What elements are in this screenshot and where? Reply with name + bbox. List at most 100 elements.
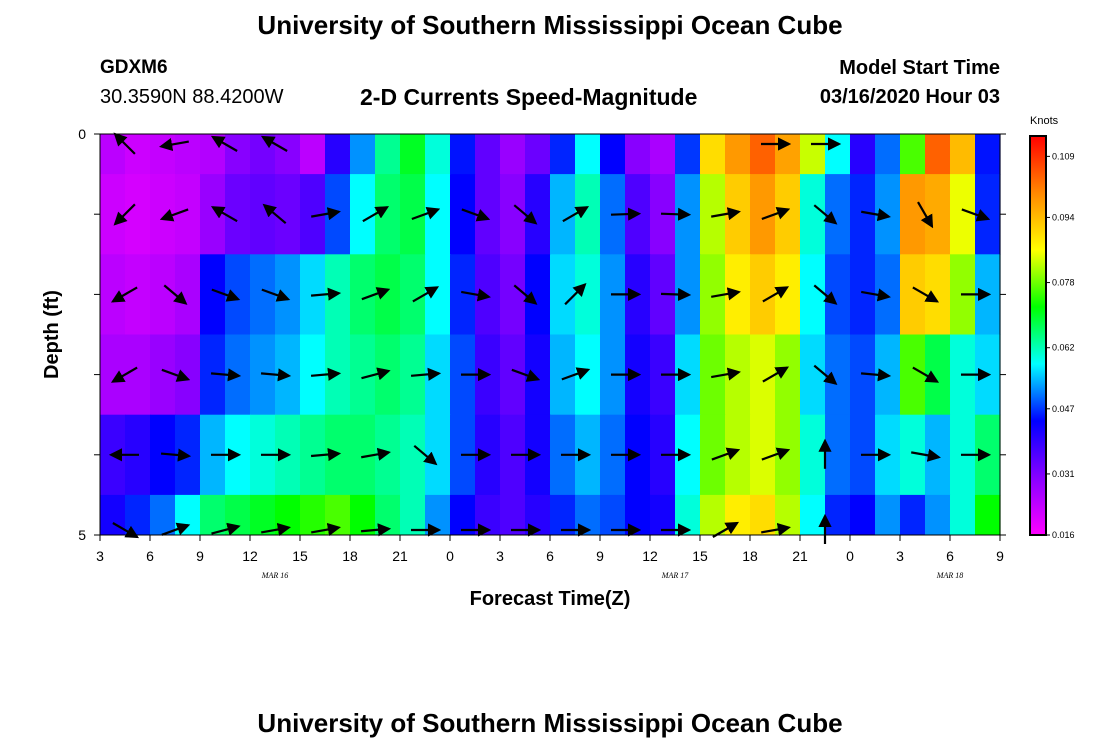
current-arrow [410, 367, 442, 381]
y-tick-label: 5 [78, 527, 86, 543]
colorbar-tick-label: 0.031 [1052, 469, 1075, 479]
heatmap-cell [575, 134, 601, 175]
heatmap-cell [325, 134, 351, 175]
current-arrow [360, 523, 392, 537]
model-start-value: 03/16/2020 Hour 03 [819, 86, 1000, 108]
heatmap-cell [750, 254, 776, 335]
heatmap-cell [725, 134, 751, 175]
current-arrow [310, 287, 342, 301]
current-arrow [711, 447, 741, 461]
heatmap-cell [775, 174, 801, 255]
heatmap-cell [900, 494, 926, 536]
current-arrow [413, 444, 438, 466]
current-arrow [513, 204, 538, 225]
heatmap-cell [550, 134, 576, 175]
heatmap-cell [700, 494, 726, 536]
current-arrow [761, 522, 791, 536]
heatmap-cell [550, 494, 576, 536]
heatmap-cell [800, 254, 826, 335]
heatmap-cell [300, 494, 326, 536]
current-arrow [361, 447, 391, 461]
heatmap-cell [850, 134, 876, 175]
current-arrow [110, 286, 138, 303]
heatmap-cell [550, 254, 576, 335]
x-tick-label: 6 [946, 548, 954, 564]
current-arrow [912, 366, 940, 383]
heatmap-cell [375, 254, 401, 335]
heatmap-cell [250, 174, 276, 255]
x-tick-label: 3 [496, 548, 504, 564]
heatmap-cell [825, 254, 851, 335]
current-arrow [261, 288, 291, 302]
heatmap-cell [225, 134, 251, 175]
current-arrow [860, 368, 892, 382]
current-arrow [711, 207, 741, 221]
heatmap-cell [900, 254, 926, 335]
current-arrow [362, 206, 390, 223]
current-arrow [262, 203, 287, 225]
heatmap-cell [200, 134, 226, 175]
heatmap-cell [575, 334, 601, 416]
x-tick-label: 6 [146, 548, 154, 564]
heatmap-cell [800, 494, 826, 536]
colorbar: Knots 0.109 0.094 0.078 0.062 0.047 0.031 0.016 [1029, 115, 1075, 540]
current-arrow [513, 284, 538, 305]
colorbar-tick-label: 0.062 [1052, 343, 1075, 353]
x-tick-label: 15 [292, 548, 308, 564]
heatmap-cell [350, 174, 376, 255]
current-arrow [210, 206, 238, 223]
heatmap-cell [175, 254, 201, 335]
x-axis: 3 6 9 12 15 18 21 0 3 6 9 12 15 18 21 0 3 6 9 MAR 16 MAR 17 M… [96, 535, 1004, 580]
x-tick-label: 21 [392, 548, 408, 564]
heatmap-cell [925, 254, 951, 335]
heatmap-cell [925, 174, 951, 255]
heatmap-cell [525, 174, 551, 255]
current-arrow [561, 367, 591, 381]
heatmap-cell [250, 134, 276, 175]
heatmap-cell [275, 134, 301, 175]
heatmap-cell [825, 174, 851, 255]
heatmap-cell [575, 254, 601, 335]
current-arrow [711, 367, 741, 381]
x-tick-label: 18 [342, 548, 358, 564]
current-arrow [762, 286, 790, 303]
heatmap-cell [275, 174, 301, 255]
heatmap-cell [100, 254, 126, 335]
heatmap-cell [350, 494, 376, 536]
current-arrow [461, 208, 491, 222]
current-arrow [411, 206, 441, 221]
x-tick-label: 15 [692, 548, 708, 564]
heatmap-cell [625, 134, 651, 175]
current-arrow [361, 367, 391, 381]
current-arrow [310, 447, 342, 462]
x-date-label: MAR 17 [661, 571, 689, 580]
heatmap-cell [375, 134, 401, 175]
heatmap-cell [200, 174, 226, 255]
current-arrow [911, 448, 941, 462]
heatmap-cell [125, 134, 151, 175]
heatmap-cell [750, 494, 776, 536]
heatmap-cell [825, 494, 851, 536]
heatmap-cell [125, 334, 151, 416]
current-arrow [461, 288, 491, 302]
heatmap-cell [250, 494, 276, 536]
heatmap-cell [275, 254, 301, 335]
current-arrow [861, 208, 891, 222]
x-tick-label: 9 [196, 548, 204, 564]
heatmap-cell [175, 334, 201, 416]
colorbar-tick-label: 0.109 [1052, 151, 1075, 161]
heatmap-cell [150, 494, 176, 536]
current-arrow [813, 284, 838, 305]
heatmap-cell [425, 174, 451, 255]
current-arrow [861, 288, 891, 302]
y-axis: 05 [78, 126, 1006, 543]
heatmap-cell [950, 174, 976, 255]
current-arrow [311, 207, 341, 221]
heatmap-cell [825, 334, 851, 416]
heatmap-cell [375, 334, 401, 416]
heatmap-cell [400, 494, 426, 536]
heatmap-cell [150, 254, 176, 335]
heatmap-cell [350, 134, 376, 175]
x-date-label: MAR 16 [261, 571, 288, 580]
